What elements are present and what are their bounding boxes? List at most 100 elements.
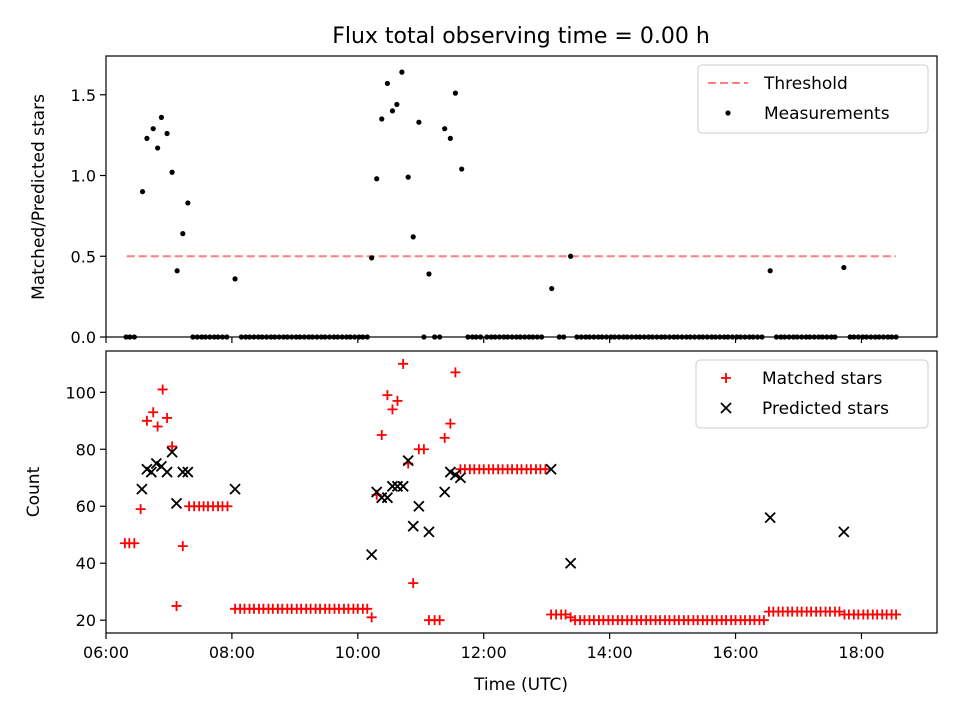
measurements-point	[158, 114, 164, 120]
measurements-point	[174, 268, 180, 274]
matched-stars-legend-label: Matched stars	[762, 369, 882, 389]
measurements-point	[549, 285, 555, 292]
measurements-point	[384, 80, 391, 87]
matched-stars-point	[129, 538, 140, 549]
y-tick-label: 0.0	[71, 328, 96, 347]
count-legend: Matched stars Predicted stars	[695, 359, 929, 429]
measurements-point	[767, 268, 773, 274]
predicted-stars-point	[381, 492, 394, 504]
y-tick-label: 100	[65, 383, 96, 402]
legend-box	[697, 64, 929, 134]
measurements-point	[374, 176, 380, 182]
matched-stars-point	[392, 395, 403, 406]
count-x-axis-label: Time (UTC)	[473, 675, 568, 695]
predicted-stars-point	[838, 526, 850, 538]
y-tick-label: 20	[76, 611, 96, 630]
matched-stars-point	[157, 384, 168, 395]
matched-stars-point	[758, 615, 769, 626]
matched-stars-point	[382, 390, 393, 401]
x-tick-label: 10:00	[335, 643, 381, 662]
matched-stars-point	[167, 441, 178, 452]
measurements-point	[447, 135, 453, 141]
measurements-point	[405, 174, 411, 180]
measurements-point	[144, 135, 150, 141]
measurements-point	[155, 145, 161, 151]
measurements-legend-swatch	[725, 110, 731, 116]
x-tick-label: 12:00	[461, 643, 507, 662]
matched-stars-point	[162, 412, 173, 423]
measurements-point	[369, 255, 375, 261]
y-tick-label: 40	[76, 554, 96, 573]
measurements-point	[180, 231, 186, 237]
predicted-stars-point	[182, 466, 194, 478]
measurements-legend-label: Measurements	[764, 104, 890, 124]
measurements-point	[150, 126, 156, 132]
predicted-stars-point	[439, 486, 451, 498]
measurements-point	[426, 271, 432, 277]
measurements-point	[399, 69, 405, 75]
measurements-point	[169, 169, 175, 175]
matched-stars-point	[540, 464, 551, 475]
x-tick-label: 16:00	[712, 643, 758, 662]
matched-stars-legend-swatch	[721, 373, 731, 383]
matched-stars-point	[387, 404, 398, 415]
predicted-stars-point	[166, 446, 178, 458]
measurements-point	[185, 200, 191, 206]
matched-stars-point	[439, 432, 450, 443]
ratio-plot-area	[123, 69, 899, 340]
matched-stars-point	[834, 606, 845, 617]
predicted-stars-point	[391, 480, 404, 492]
predicted-stars-point	[407, 520, 419, 532]
predicted-stars-legend-label: Predicted stars	[762, 399, 889, 419]
matched-stars-point	[177, 541, 188, 552]
count-y-axis-label: Count	[24, 466, 44, 517]
measurements-point	[841, 264, 847, 271]
predicted-stars-point	[545, 463, 557, 475]
predicted-stars-legend-swatch	[720, 402, 732, 414]
predicted-stars-point	[229, 483, 241, 495]
ratio-panel: 0.0 0.5 1.0 1.5 Matched/Predicted stars Thr…	[29, 55, 938, 347]
predicted-stars-point	[386, 480, 399, 492]
predicted-stars-point	[764, 511, 776, 524]
measurements-point	[394, 101, 400, 108]
predicted-stars-point	[423, 526, 435, 538]
measurements-point	[410, 234, 416, 240]
measurements-point	[452, 90, 458, 96]
matched-stars-point	[376, 430, 387, 441]
matched-stars-point	[891, 609, 902, 620]
matched-stars-point	[450, 367, 461, 378]
y-tick-label: 1.5	[71, 86, 96, 105]
matched-stars-point	[362, 603, 373, 614]
measurements-point	[459, 166, 465, 172]
matched-stars-point	[398, 358, 409, 369]
matched-stars-point	[418, 444, 429, 455]
measurements-point	[139, 189, 146, 195]
predicted-stars-point	[402, 455, 414, 467]
measurements-point	[164, 130, 170, 137]
matched-stars-point	[560, 609, 571, 620]
count-plot-frame	[105, 350, 938, 634]
threshold-legend-label: Threshold	[763, 74, 848, 94]
x-tick-label: 18:00	[838, 643, 884, 662]
count-plot-area	[119, 358, 902, 626]
measurements-point	[379, 116, 385, 122]
matched-stars-point	[222, 501, 233, 512]
predicted-stars-point	[397, 480, 409, 492]
matched-stars-point	[171, 600, 182, 611]
predicted-stars-point	[564, 557, 577, 569]
predicted-stars-point	[161, 466, 173, 478]
matched-stars-point	[445, 418, 456, 429]
y-tick-label: 80	[76, 440, 96, 459]
y-tick-label: 60	[76, 497, 96, 516]
predicted-stars-point	[376, 492, 388, 504]
measurements-point	[232, 276, 238, 282]
y-tick-label: 0.5	[71, 247, 96, 266]
predicted-stars-point	[177, 466, 189, 478]
chart-title: Flux total observing time = 0.00 h	[332, 24, 710, 49]
predicted-stars-point	[145, 466, 157, 478]
matched-stars-point	[141, 415, 152, 426]
matched-stars-point	[434, 615, 445, 626]
predicted-stars-point	[413, 500, 425, 512]
measurements-point	[568, 253, 574, 259]
